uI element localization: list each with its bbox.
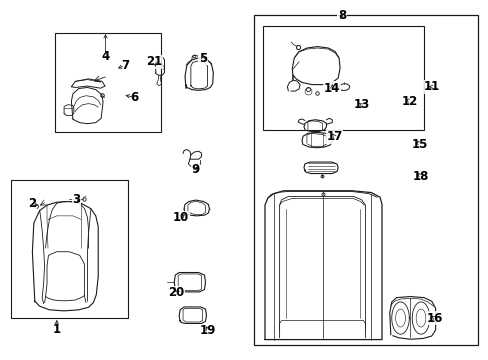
- Text: 20: 20: [168, 287, 184, 300]
- Text: 4: 4: [101, 50, 109, 63]
- Text: 15: 15: [411, 138, 427, 150]
- Text: 9: 9: [191, 163, 200, 176]
- Text: 5: 5: [199, 51, 207, 64]
- Text: 8: 8: [337, 9, 346, 22]
- Text: 17: 17: [326, 130, 342, 144]
- Text: 16: 16: [426, 311, 442, 325]
- Text: 1: 1: [53, 323, 61, 336]
- Text: 14: 14: [324, 82, 340, 95]
- Text: 13: 13: [353, 98, 369, 111]
- Text: 2: 2: [28, 197, 37, 210]
- Text: 18: 18: [412, 170, 428, 183]
- Text: 7: 7: [121, 59, 129, 72]
- Bar: [55, 33, 160, 132]
- Text: 12: 12: [401, 95, 418, 108]
- Text: 10: 10: [173, 211, 189, 224]
- Bar: [11, 180, 128, 318]
- Bar: [254, 15, 477, 345]
- Text: 6: 6: [130, 91, 139, 104]
- Text: 11: 11: [423, 80, 440, 93]
- Bar: [263, 26, 423, 130]
- Text: 21: 21: [146, 55, 162, 68]
- Text: 19: 19: [199, 324, 216, 337]
- Text: 3: 3: [72, 193, 80, 206]
